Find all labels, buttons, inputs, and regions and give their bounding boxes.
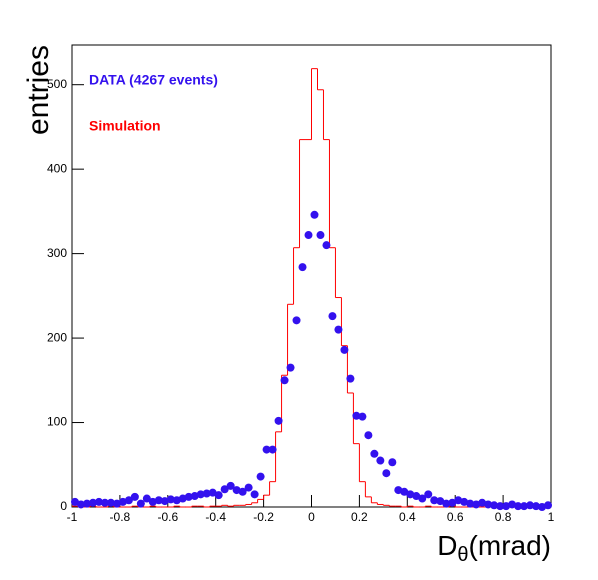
data-point (352, 411, 361, 420)
data-point (106, 498, 115, 507)
data-point (196, 490, 205, 499)
y-axis-label: entries (22, 45, 55, 135)
data-point (244, 483, 253, 492)
data-point (430, 496, 439, 505)
data-point (316, 231, 325, 240)
data-point (250, 490, 259, 499)
y-tick-label: 0 (60, 499, 67, 513)
data-point (262, 445, 271, 454)
x-tick-label: 1 (548, 510, 555, 524)
data-point (304, 231, 313, 240)
data-point (280, 376, 289, 385)
data-point (82, 499, 91, 508)
data-point (412, 492, 421, 501)
data-point (166, 495, 175, 504)
x-tick-label: -1 (67, 510, 78, 524)
x-tick-label: -0.4 (205, 510, 226, 524)
data-point (532, 502, 541, 511)
data-point (418, 494, 427, 503)
data-point (226, 481, 235, 490)
y-tick-label: 500 (47, 77, 67, 91)
data-point (442, 499, 451, 508)
data-point (544, 501, 553, 510)
data-point (376, 456, 385, 465)
data-point (520, 502, 529, 511)
data-point (436, 497, 445, 506)
data-point (76, 500, 85, 509)
data-point (466, 499, 475, 508)
data-point (424, 490, 433, 499)
x-tick-label: 0.8 (495, 510, 512, 524)
data-point (142, 494, 151, 503)
data-point (328, 312, 337, 321)
data-point (382, 469, 391, 478)
data-point (292, 316, 301, 325)
legend-entry: Simulation (89, 118, 161, 134)
data-point (358, 412, 367, 421)
data-point (184, 492, 193, 501)
data-point (490, 501, 499, 510)
data-point (220, 485, 229, 494)
data-point (346, 374, 355, 383)
data-point (268, 445, 277, 454)
x-label-sub: θ (457, 544, 468, 566)
x-tick-label: 0.4 (399, 510, 416, 524)
data-point (136, 499, 145, 508)
data-point (322, 241, 331, 250)
data-point (208, 488, 217, 497)
data-point (334, 325, 343, 334)
x-label-unit: (mrad) (469, 530, 551, 561)
data-point (202, 489, 211, 498)
y-tick-label: 400 (47, 161, 67, 175)
legend-entry: DATA (4267 events) (89, 72, 218, 88)
data-point (310, 210, 319, 219)
y-tick-label: 200 (47, 330, 67, 344)
data-point (124, 496, 133, 505)
data-point (286, 363, 295, 372)
data-point (364, 431, 373, 440)
data-point (484, 500, 493, 509)
data-point (88, 498, 97, 507)
data-point (370, 449, 379, 458)
x-tick-label: 0 (308, 510, 315, 524)
x-tick-label: -0.6 (157, 510, 178, 524)
data-point (100, 498, 109, 507)
x-label-main: D (437, 530, 457, 561)
data-point (448, 498, 457, 507)
x-axis-label: Dθ(mrad) (437, 530, 551, 566)
data-point (256, 472, 265, 481)
data-point (388, 458, 397, 467)
x-tick-label: 0.6 (447, 510, 464, 524)
data-point (496, 502, 505, 511)
data-point (298, 263, 307, 272)
data-point (274, 416, 283, 425)
data-point (130, 492, 139, 501)
data-point (70, 497, 79, 506)
data-point (94, 497, 103, 506)
data-point (214, 491, 223, 500)
x-tick-label: -0.8 (110, 510, 131, 524)
data-point (154, 496, 163, 505)
y-tick-label: 100 (47, 415, 67, 429)
x-tick-label: 0.2 (351, 510, 368, 524)
data-point (400, 487, 409, 496)
x-tick-label: -0.2 (253, 510, 274, 524)
data-point (238, 487, 247, 496)
data-point (526, 501, 535, 510)
data-point (340, 345, 349, 354)
y-tick-label: 300 (47, 246, 67, 260)
data-point (514, 502, 523, 511)
